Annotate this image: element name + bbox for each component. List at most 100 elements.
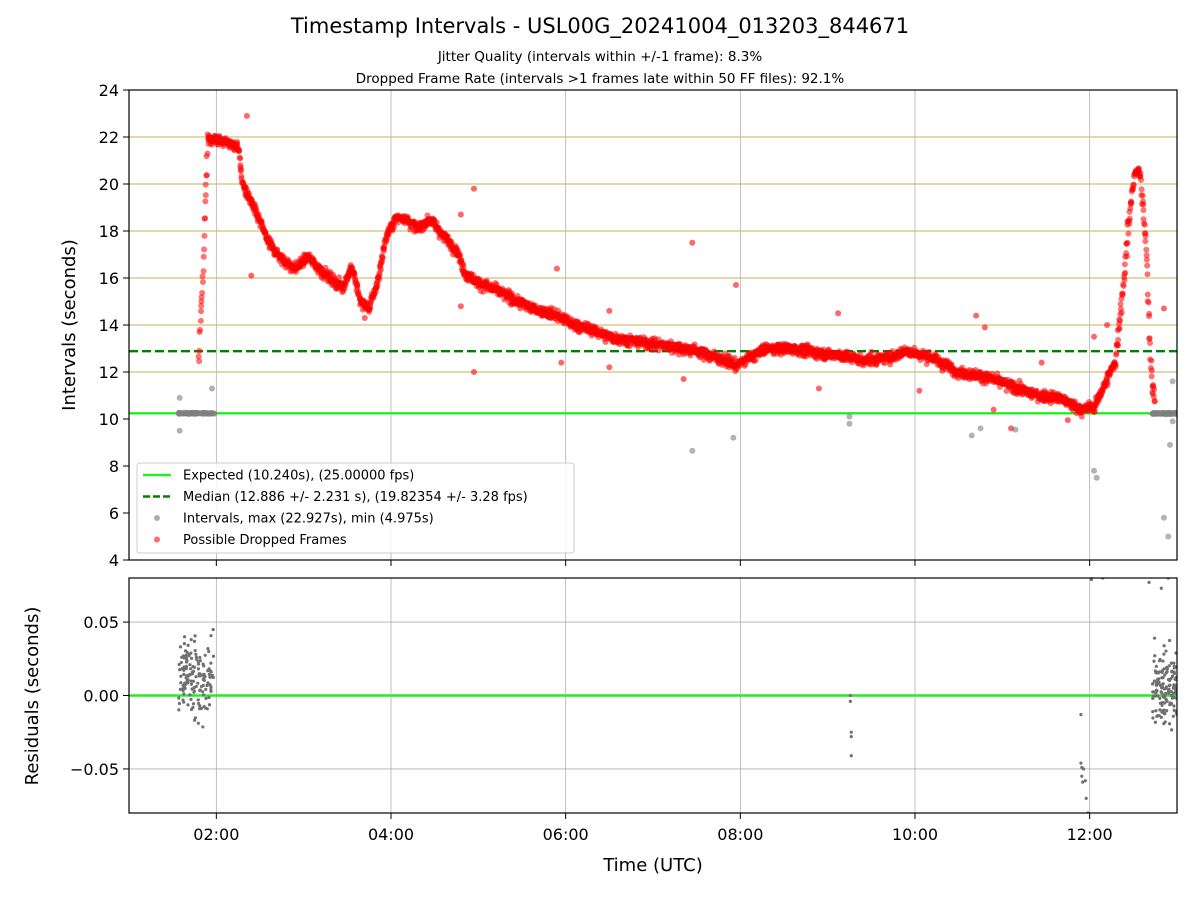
residual-point xyxy=(179,660,183,665)
residual-point xyxy=(1152,636,1157,640)
dropped-frame-point xyxy=(448,238,455,245)
top-y-tick-label: 24 xyxy=(99,81,119,100)
residual-point xyxy=(1152,659,1156,663)
legend-point-swatch xyxy=(154,536,160,543)
interval-point xyxy=(1149,410,1156,417)
legend-entry-label: Expected (10.240s), (25.00000 fps) xyxy=(183,469,414,484)
residual-point xyxy=(196,662,201,666)
residual-point xyxy=(849,735,853,739)
residual-point xyxy=(1165,669,1169,674)
residual-point xyxy=(205,683,209,688)
residual-point xyxy=(185,679,189,683)
dropped-frame-point xyxy=(868,348,875,355)
residual-point xyxy=(1163,696,1167,700)
residual-point xyxy=(1154,709,1158,713)
dropped-frame-point xyxy=(1144,271,1151,278)
dropped-frame-point xyxy=(1138,186,1145,193)
residual-point xyxy=(1160,676,1164,680)
top-y-tick-label: 20 xyxy=(99,175,119,194)
dropped-frame-point xyxy=(1118,309,1125,316)
residual-point xyxy=(194,655,198,659)
dropped-frame-point xyxy=(335,274,342,281)
dropped-frame-point xyxy=(202,198,209,205)
dropped-frame-point xyxy=(1104,322,1111,328)
dropped-frame-point xyxy=(1148,373,1155,380)
dropped-frame-point xyxy=(689,239,696,246)
residual-point xyxy=(183,681,187,686)
residual-point xyxy=(1153,720,1158,724)
dropped-frame-point xyxy=(1126,215,1133,222)
dropped-frame-point xyxy=(1038,359,1045,366)
dropped-frame-point xyxy=(196,347,203,354)
residual-point xyxy=(1172,661,1176,665)
dropped-frame-point xyxy=(203,172,210,179)
dropped-frame-point xyxy=(1112,363,1119,370)
residual-point xyxy=(1158,708,1162,712)
residual-point xyxy=(186,674,190,678)
x-axis-label: Time (UTC) xyxy=(602,855,703,876)
residual-point xyxy=(1157,659,1162,663)
residual-point xyxy=(198,688,202,693)
residual-point xyxy=(1160,670,1164,675)
dropped-frame-point xyxy=(470,369,477,375)
dropped-frame-point xyxy=(1122,269,1129,276)
interval-point xyxy=(1091,467,1098,474)
residual-point xyxy=(208,683,212,687)
dropped-frame-point xyxy=(199,289,206,296)
residual-point xyxy=(184,664,189,668)
residual-point xyxy=(1161,659,1165,663)
dropped-frame-point xyxy=(1078,413,1085,420)
dropped-frame-point xyxy=(1091,333,1098,340)
dropped-frame-point xyxy=(197,317,204,324)
dropped-frame-point xyxy=(990,406,997,413)
residual-point xyxy=(1169,690,1173,694)
chart-title: Timestamp Intervals - USL00G_20241004_01… xyxy=(290,14,910,38)
residual-point xyxy=(1162,667,1166,671)
residual-point xyxy=(191,705,195,710)
residual-point xyxy=(1154,671,1158,675)
dropped-frame-point xyxy=(457,211,464,218)
residual-point xyxy=(193,716,198,720)
dropped-frame-point xyxy=(1124,253,1131,260)
residual-point xyxy=(1170,728,1174,732)
residual-point xyxy=(1151,716,1155,720)
residual-point xyxy=(184,653,188,658)
dropped-frame-point xyxy=(457,303,464,310)
residual-point xyxy=(196,698,200,702)
interval-point xyxy=(176,427,183,434)
top-y-tick-label: 12 xyxy=(99,363,119,382)
interval-point xyxy=(1167,441,1174,448)
dropped-frame-point xyxy=(1137,170,1144,177)
residual-point xyxy=(1163,701,1167,705)
residual-point xyxy=(848,693,852,698)
legend-entry-label: Possible Dropped Frames xyxy=(183,533,347,548)
dropped-frame-point xyxy=(376,276,383,283)
dropped-frame-point xyxy=(1128,200,1135,207)
dropped-frame-point xyxy=(981,324,988,331)
residual-point xyxy=(1172,704,1176,708)
residual-point xyxy=(201,690,205,694)
residual-point xyxy=(199,684,204,689)
interval-point xyxy=(1093,474,1100,481)
residual-point xyxy=(178,645,183,649)
top-y-tick-label: 4 xyxy=(109,551,119,570)
dropped-frame-point xyxy=(236,148,243,155)
residual-point xyxy=(1153,654,1157,658)
residual-point xyxy=(210,673,214,678)
residual-point xyxy=(198,659,202,663)
dropped-frame-point xyxy=(752,357,759,364)
dropped-frame-point xyxy=(351,270,358,277)
residual-point xyxy=(193,634,197,638)
residual-point xyxy=(1084,796,1088,800)
interval-point xyxy=(977,425,984,432)
interval-point xyxy=(1160,514,1167,521)
dropped-frame-point xyxy=(470,185,477,192)
residual-point xyxy=(1163,693,1167,697)
residual-point xyxy=(1162,712,1167,716)
dropped-frame-point xyxy=(815,385,822,392)
residual-point xyxy=(1079,761,1083,765)
residual-point xyxy=(179,674,183,678)
residual-point xyxy=(1089,578,1094,582)
dropped-frame-point xyxy=(202,192,209,199)
residual-point xyxy=(849,754,853,758)
